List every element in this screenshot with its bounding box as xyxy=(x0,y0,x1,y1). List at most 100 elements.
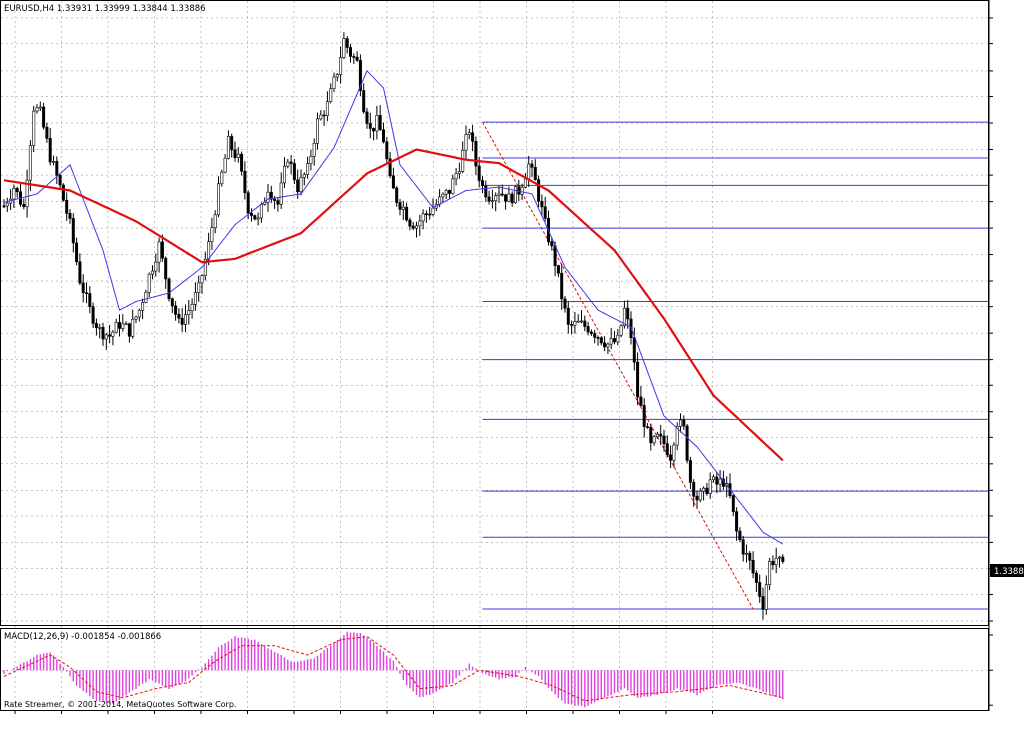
candle-body xyxy=(65,199,69,214)
candle-body xyxy=(484,185,488,198)
candle-body xyxy=(342,38,346,58)
candle-body xyxy=(2,205,6,208)
candle-body xyxy=(322,114,326,117)
candle-body xyxy=(408,219,412,227)
candle-body xyxy=(55,161,59,176)
candle-body xyxy=(715,476,719,485)
candle-body xyxy=(678,419,682,427)
candle-body xyxy=(61,184,65,201)
candle-body xyxy=(444,190,448,195)
macd-title: MACD(12,26,9) -0.001854 -0.001866 xyxy=(4,632,161,642)
candle-body xyxy=(754,572,758,583)
candle-body xyxy=(296,179,300,193)
candle-body xyxy=(424,213,428,216)
moving-average-slow xyxy=(3,148,784,462)
candle-body xyxy=(758,582,762,597)
candle-body xyxy=(134,316,138,320)
candle-body xyxy=(289,161,293,164)
candle-body xyxy=(233,149,237,159)
candle-body xyxy=(32,110,36,146)
candle-body xyxy=(669,454,673,461)
candle-body xyxy=(698,490,702,501)
candle-body xyxy=(12,188,16,200)
candle-body xyxy=(299,177,303,193)
candle-body xyxy=(147,273,151,293)
candle-body xyxy=(517,186,521,195)
trend-line[interactable] xyxy=(482,121,754,610)
candle-body xyxy=(735,511,739,532)
candle-body xyxy=(609,338,613,345)
candle-body xyxy=(741,539,745,555)
candle-body xyxy=(385,141,389,160)
candle-body xyxy=(583,320,587,327)
candle-body xyxy=(381,129,385,143)
candle-body xyxy=(497,193,501,196)
candle-body xyxy=(15,188,19,193)
candle-body xyxy=(332,76,336,90)
candle-body xyxy=(487,196,491,202)
candle-body xyxy=(711,476,715,481)
candle-body xyxy=(348,47,352,57)
candle-body xyxy=(197,282,201,293)
candle-body xyxy=(177,314,181,319)
candle-body xyxy=(226,136,230,159)
candle-body xyxy=(774,557,778,566)
candle-body xyxy=(309,156,313,164)
candle-body xyxy=(22,204,26,208)
candle-body xyxy=(365,111,369,124)
candle-body xyxy=(566,307,570,325)
candle-body xyxy=(170,298,174,307)
candle-body xyxy=(589,331,593,334)
candle-body xyxy=(358,59,362,91)
candle-body xyxy=(193,292,197,305)
grid-lines xyxy=(1,1,988,710)
candle-body xyxy=(319,114,323,120)
candle-body xyxy=(447,190,451,194)
candle-body xyxy=(751,560,755,574)
candle-body xyxy=(599,337,603,344)
candle-body xyxy=(438,196,442,205)
candle-body xyxy=(315,118,319,144)
candle-body xyxy=(477,165,481,181)
candle-body xyxy=(91,306,95,324)
candle-body xyxy=(104,334,108,340)
candle-body xyxy=(286,161,290,167)
candle-body xyxy=(137,309,141,318)
candle-body xyxy=(622,307,626,326)
candle-body xyxy=(81,282,85,294)
candle-body xyxy=(418,220,422,227)
candle-body xyxy=(708,479,712,494)
candle-body xyxy=(388,158,392,177)
candle-body xyxy=(579,320,583,323)
candle-body xyxy=(471,132,475,142)
candle-body xyxy=(428,213,432,216)
candle-body xyxy=(111,331,115,337)
candle-body xyxy=(253,215,257,220)
candle-body xyxy=(378,115,382,131)
candle-body xyxy=(494,195,498,201)
macd-histogram xyxy=(1,631,988,708)
candle-body xyxy=(510,193,514,204)
candle-body xyxy=(213,214,217,229)
chart-title: EURUSD,H4 1.33931 1.33999 1.33844 1.3388… xyxy=(4,4,206,14)
candle-body xyxy=(688,460,692,483)
candle-body xyxy=(570,324,574,326)
candle-body xyxy=(210,227,214,243)
candle-body xyxy=(530,163,534,168)
candle-body xyxy=(540,200,544,208)
candle-body xyxy=(121,323,125,329)
candle-body xyxy=(256,217,260,220)
candle-body xyxy=(108,334,112,337)
candle-body xyxy=(243,170,247,194)
candle-body xyxy=(58,175,62,186)
fibonacci-retracement[interactable] xyxy=(482,121,989,610)
candle-body xyxy=(263,201,267,205)
candle-body xyxy=(174,305,178,315)
candle-body xyxy=(230,136,234,151)
candle-body xyxy=(655,433,659,438)
candle-body xyxy=(38,106,42,109)
candle-body xyxy=(626,307,630,320)
candle-body xyxy=(5,202,9,207)
